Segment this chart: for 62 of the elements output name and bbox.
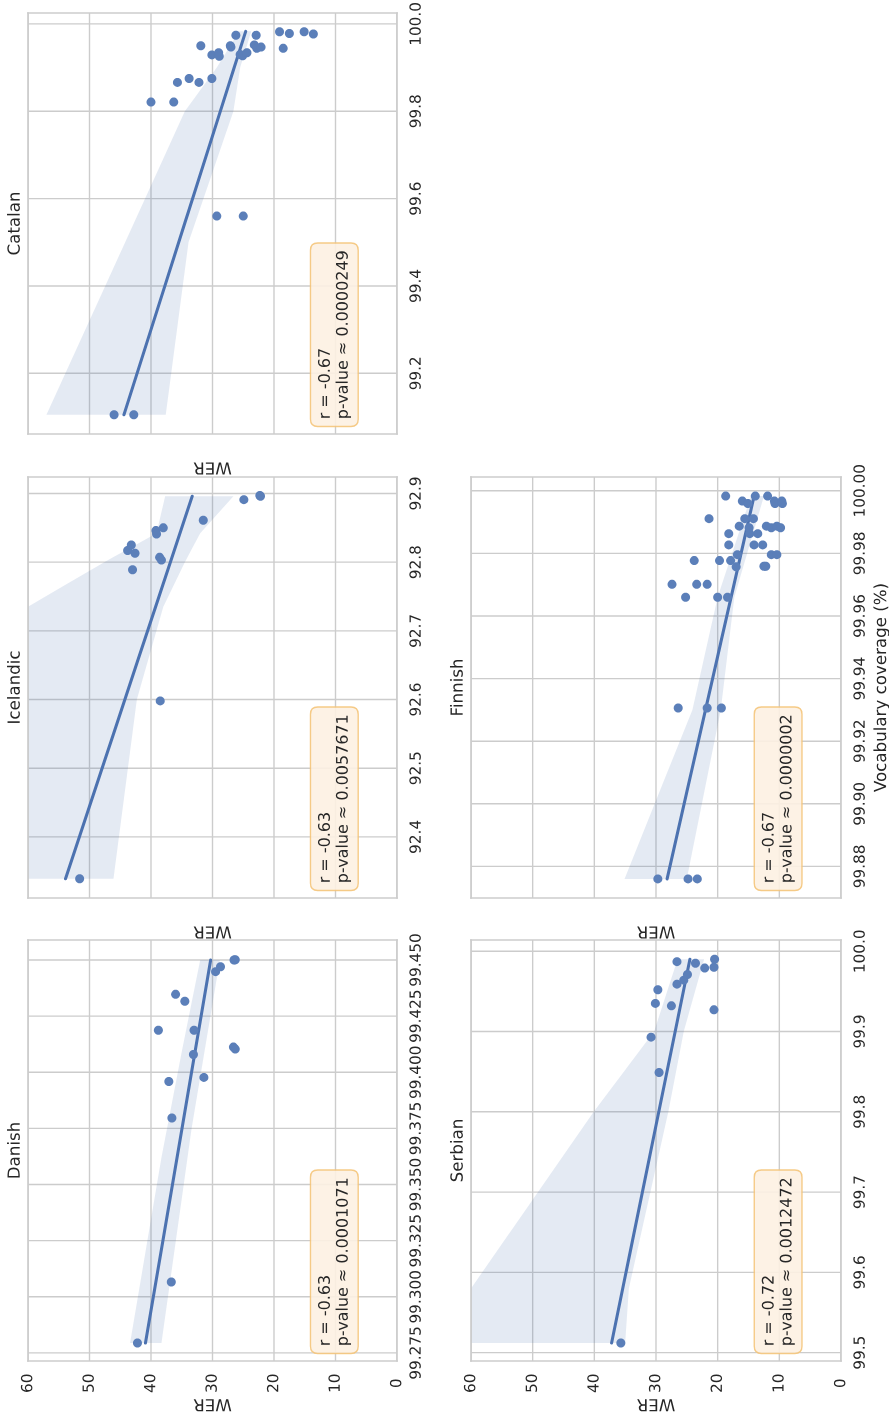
y-tick-label: 99.275 — [409, 1327, 421, 1379]
x-axis-title: WER — [193, 1399, 232, 1412]
x-axis-title: WER — [637, 926, 675, 939]
y-tick-label: 99.90 — [853, 782, 865, 825]
y-tick-label: 99.9 — [853, 1015, 865, 1048]
x-tick-label: 0 — [833, 1379, 846, 1388]
y-tick-label: 99.350 — [409, 1158, 421, 1211]
x-tick-label: 10 — [772, 1374, 784, 1392]
annotation: r = -0.67 p-value ≈ 0.0000249 — [317, 251, 352, 418]
y-tick-label: 99.450 — [409, 934, 421, 986]
y-tick-label: 92.5 — [409, 752, 421, 785]
y-tick-label: 99.8 — [853, 1095, 865, 1128]
x-axis-title: WER — [637, 1399, 675, 1412]
y-tick-label: 99.6 — [853, 1256, 865, 1289]
x-tick-label: 10 — [328, 1374, 340, 1392]
y-tick-label: 99.92 — [853, 720, 865, 763]
x-tick-label: 50 — [82, 1374, 94, 1392]
text: Danish — [7, 1123, 20, 1178]
y-tick-label: 99.400 — [409, 1046, 421, 1099]
x-tick-label: 40 — [143, 1374, 156, 1393]
y-tick-label: 92.4 — [409, 820, 421, 853]
y-tick-label: 99.7 — [853, 1176, 865, 1209]
x-axis-title: WER — [193, 926, 232, 939]
y-tick-label: 99.325 — [409, 1215, 421, 1267]
y-tick-label: 92.9 — [409, 477, 421, 510]
x-tick-label: 0 — [389, 1379, 402, 1388]
x-tick-label: 60 — [463, 1374, 476, 1392]
y-axis-title: Vocabulary coverage (%) — [873, 584, 889, 792]
x-tick-label: 60 — [20, 1374, 33, 1392]
annotation: r = -0.63 p-value ≈ 0.0057671 — [317, 715, 352, 882]
y-tick-label: 100.00 — [853, 465, 865, 516]
y-tick-label: 99.96 — [853, 595, 865, 637]
y-tick-label: 99.5 — [853, 1336, 865, 1369]
annotation: r = -0.72 p-value ≈ 0.0012472 — [761, 1178, 795, 1345]
x-tick-label: 30 — [205, 1374, 217, 1392]
x-tick-label: 20 — [266, 1374, 279, 1392]
y-tick-label: 99.98 — [853, 532, 865, 575]
y-tick-label: 92.7 — [409, 615, 421, 647]
y-tick-label: 99.88 — [853, 845, 865, 888]
annotation: r = -0.63 p-value ≈ 0.0001071 — [317, 1178, 352, 1345]
y-tick-label: 99.300 — [409, 1271, 421, 1323]
y-tick-label: 100.0 — [853, 930, 865, 972]
text: Finnish — [449, 659, 463, 715]
x-tick-label: 50 — [525, 1374, 538, 1392]
y-tick-label: 100.0 — [409, 3, 421, 45]
y-tick-label: 99.94 — [853, 657, 865, 700]
x-tick-label: 20 — [710, 1374, 723, 1392]
text: Icelandic — [7, 651, 20, 723]
x-axis-title: WER — [193, 462, 232, 475]
y-tick-label: 99.8 — [409, 95, 421, 128]
text: Catalan — [7, 192, 20, 255]
x-tick-label: 40 — [587, 1374, 599, 1393]
annotation: r = -0.67 p-value ≈ 0.0000002 — [761, 715, 795, 882]
x-tick-label: 30 — [648, 1374, 661, 1392]
y-tick-label: 92.6 — [409, 683, 421, 716]
y-tick-label: 92.8 — [409, 546, 421, 579]
y-tick-label: 99.425 — [409, 990, 421, 1042]
y-tick-label: 99.375 — [409, 1102, 421, 1155]
y-tick-label: 99.6 — [409, 182, 421, 215]
text: Serbian — [449, 1120, 463, 1182]
y-tick-label: 99.2 — [409, 357, 421, 390]
y-tick-label: 99.4 — [409, 269, 421, 302]
